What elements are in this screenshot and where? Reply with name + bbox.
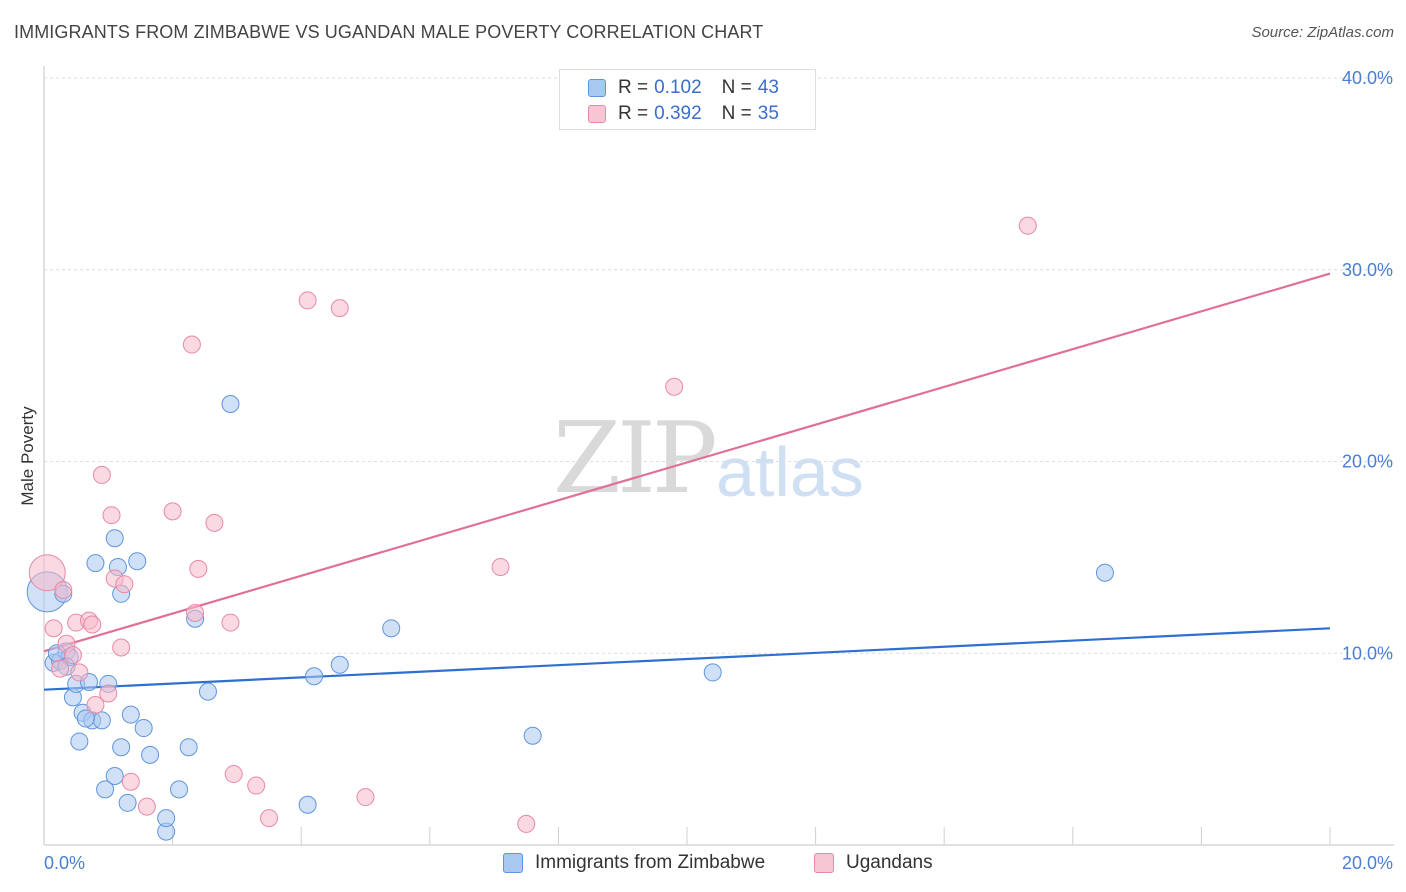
point-ugandans [1018,216,1037,235]
point-ugandans [99,684,118,703]
data-points [26,216,1114,841]
legend-r-value-zimbabwe: 0.102 [654,77,702,98]
point-ugandans [54,580,73,599]
point-ugandans [205,513,224,532]
legend-n-value-ugandans: 35 [757,103,779,124]
point-ugandans [224,765,243,784]
legend-item-zimbabwe[interactable]: Immigrants from Zimbabwe [503,852,765,874]
point-zimbabwe [141,745,160,764]
point-ugandans [189,559,208,578]
point-ugandans [298,291,317,310]
axes [43,66,1394,846]
point-zimbabwe [523,726,542,745]
legend-row-zimbabwe: R = 0.102 N = 43 [588,76,779,100]
tick-labels: 10.0% 20.0% 30.0% 40.0% 0.0% 20.0% [44,68,1393,873]
point-ugandans [137,797,156,816]
point-ugandans [121,772,140,791]
point-zimbabwe [298,795,317,814]
point-zimbabwe [330,655,349,674]
point-ugandans [247,776,266,795]
blue-swatch [503,853,523,873]
point-ugandans [112,638,131,657]
point-ugandans [70,663,89,682]
y-tick-label-30: 30.0% [1342,260,1393,280]
x-tick-label-min: 0.0% [44,853,85,873]
point-zimbabwe [305,667,324,686]
point-ugandans [517,814,536,833]
point-zimbabwe [221,394,240,413]
legend-r-label: R = [618,77,649,98]
watermark-zip: ZIP [553,402,718,516]
pink-swatch [814,853,834,873]
point-zimbabwe [170,780,189,799]
point-ugandans [51,659,70,678]
point-ugandans [44,619,63,638]
point-zimbabwe [382,619,401,638]
point-ugandans [28,554,66,592]
point-ugandans [63,646,82,665]
legend-n-value-zimbabwe: 43 [757,77,779,98]
x-tick-label-max: 20.0% [1342,853,1393,873]
point-zimbabwe [179,738,198,757]
point-zimbabwe [703,663,722,682]
gridlines [44,77,1394,654]
legend-r-label: R = [618,103,649,124]
point-ugandans [102,506,121,525]
point-ugandans [182,335,201,354]
legend-item-ugandans[interactable]: Ugandans [814,852,933,874]
point-zimbabwe [198,682,217,701]
point-zimbabwe [118,793,137,812]
legend-r-value-ugandans: 0.392 [654,103,702,124]
pink-swatch [588,105,606,123]
y-tick-label-20: 20.0% [1342,452,1393,472]
legend-label-ugandans: Ugandans [846,852,933,873]
point-zimbabwe [105,766,124,785]
blue-swatch [588,79,606,97]
point-ugandans [186,603,205,622]
trend-line-ugandans [43,272,1331,653]
point-zimbabwe [96,780,115,799]
point-ugandans [221,613,240,632]
point-zimbabwe [134,719,153,738]
point-ugandans [260,809,279,828]
point-ugandans [92,465,111,484]
source-label: Source: ZipAtlas.com [1251,24,1394,41]
legend-n-label: N = [721,77,752,98]
point-zimbabwe [76,709,95,728]
series-legend: Immigrants from Zimbabwe Ugandans [0,852,1406,878]
point-zimbabwe [112,738,131,757]
point-zimbabwe [86,554,105,573]
correlation-legend: R = 0.102 N = 43 R = 0.392 N = 35 [559,69,816,130]
point-zimbabwe [1095,563,1114,582]
y-tick-label-10: 10.0% [1342,643,1393,663]
point-ugandans [163,502,182,521]
chart-title: IMMIGRANTS FROM ZIMBABWE VS UGANDAN MALE… [14,22,764,42]
point-zimbabwe [70,732,89,751]
trend-lines [43,272,1331,691]
legend-n-label: N = [721,103,752,124]
point-ugandans [86,696,105,715]
legend-row-ugandans: R = 0.392 N = 35 [588,102,779,126]
point-zimbabwe [105,529,124,548]
point-ugandans [330,299,349,318]
point-zimbabwe [128,552,147,571]
point-zimbabwe [157,809,176,828]
point-ugandans [356,788,375,807]
point-ugandans [491,557,510,576]
y-tick-label-40: 40.0% [1342,68,1393,88]
point-ugandans [83,615,102,634]
point-ugandans [115,575,134,594]
trend-line-zimbabwe [43,627,1331,691]
legend-label-zimbabwe: Immigrants from Zimbabwe [535,852,766,873]
point-zimbabwe [92,711,111,730]
point-zimbabwe [121,705,140,724]
point-ugandans [665,377,684,396]
